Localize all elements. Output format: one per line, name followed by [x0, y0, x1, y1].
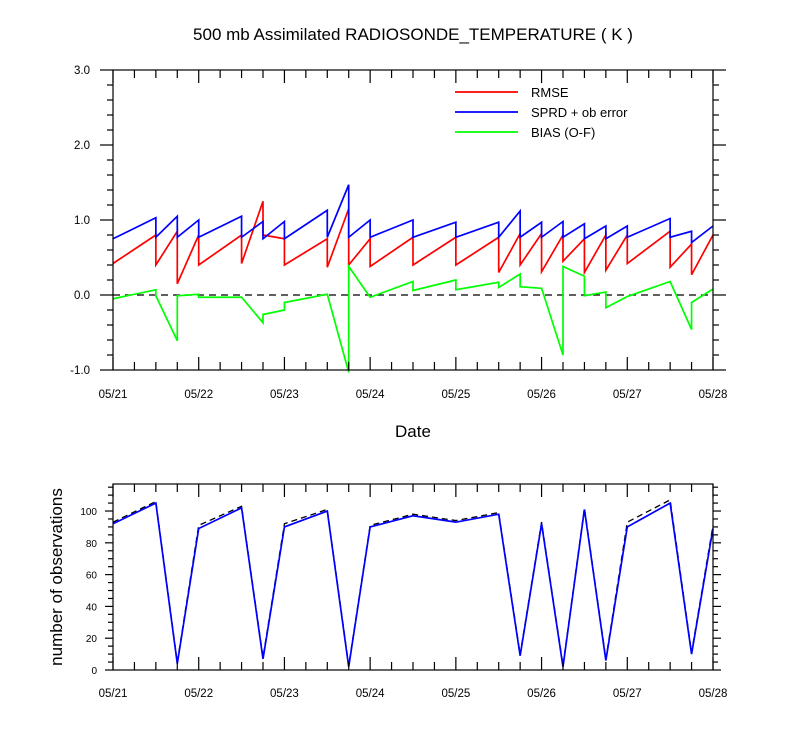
series-line-sprd-ob-error — [112, 184, 714, 245]
chart-title: 500 mb Assimilated RADIOSONDE_TEMPERATUR… — [193, 25, 633, 44]
series-line-possible-observations — [112, 498, 714, 666]
y-tick-label: 3.0 — [74, 65, 90, 77]
y-tick-label: 2.0 — [74, 140, 90, 152]
y-tick-label: 1.0 — [74, 215, 90, 227]
plot-panel-2: 05/21 05/22 05/23 05/24 05/25 05/26 05/27 05/28… — [80, 483, 728, 700]
x-tick-label: 05/21 — [99, 688, 128, 700]
x-tick-label: 05/26 — [527, 688, 556, 700]
legend: RMSE SPRD + ob error BIAS (O-F) — [455, 85, 628, 140]
x-tick-label: 05/23 — [270, 688, 299, 700]
y-tick-label: 0 — [91, 666, 97, 677]
y-tick-label: 40 — [86, 602, 98, 613]
x-tick-label: 05/28 — [699, 389, 728, 401]
x-axis-label: Date — [395, 422, 431, 441]
x-tick-label: 05/27 — [613, 688, 642, 700]
series-line-bias-o-f- — [112, 263, 714, 373]
y-tick-label: 80 — [86, 539, 98, 550]
x-tick-label: 05/22 — [184, 688, 213, 700]
y-axis-label: number of observations — [47, 488, 66, 666]
x-tick-label: 05/27 — [613, 389, 642, 401]
x-tick-label: 05/23 — [270, 389, 299, 401]
y-tick-label: -1.0 — [70, 365, 90, 377]
x-tick-label: 05/24 — [356, 688, 385, 700]
x-tick-label: 05/21 — [99, 389, 128, 401]
y-tick-label: 100 — [80, 507, 97, 518]
y-tick-label: 0.0 — [74, 290, 90, 302]
legend-label: BIAS (O-F) — [531, 125, 595, 140]
legend-label: RMSE — [531, 85, 569, 100]
x-tick-label: 05/25 — [441, 389, 470, 401]
x-tick-label: 05/22 — [184, 389, 213, 401]
series-line-assimilated-observations — [112, 501, 714, 667]
x-tick-label: 05/26 — [527, 389, 556, 401]
legend-label: SPRD + ob error — [531, 105, 628, 120]
plot-panel-1: 05/21 05/22 05/23 05/24 05/25 05/26 05/27 05/28… — [70, 65, 727, 401]
y-tick-label: 60 — [86, 571, 98, 582]
series-line-rmse — [112, 200, 714, 285]
y-tick-label: 20 — [86, 634, 98, 645]
x-tick-label: 05/25 — [441, 688, 470, 700]
x-tick-label: 05/24 — [356, 389, 385, 401]
x-tick-label: 05/28 — [699, 688, 728, 700]
plot-frame — [112, 483, 714, 671]
